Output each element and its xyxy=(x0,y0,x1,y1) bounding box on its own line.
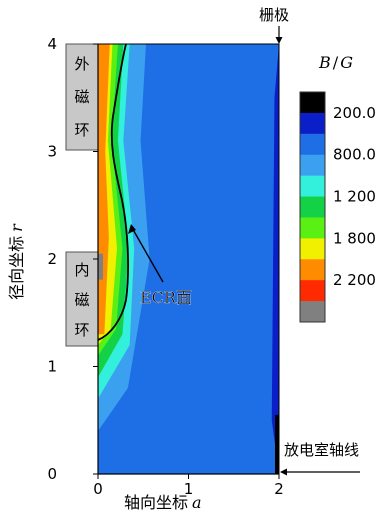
colorbar xyxy=(299,91,326,323)
colorbar-swatch-5 xyxy=(300,175,325,198)
ecr-label: ECR面 xyxy=(140,288,192,307)
contour-peak-patch xyxy=(98,253,103,280)
x-tick-label-1: 1 xyxy=(184,480,194,498)
discharge-axis-arrowhead xyxy=(280,468,287,476)
colorbar-label-2: 800.0 xyxy=(333,146,376,164)
y-tick-label-2: 2 xyxy=(47,250,57,268)
outer-ring-char-2: 磁 xyxy=(74,88,89,106)
ecr-contour-line xyxy=(97,43,129,341)
x-axis-ticks: 0 1 2 xyxy=(93,474,284,498)
x-tick-label-0: 0 xyxy=(93,480,103,498)
y-axis-title: 径向坐标r xyxy=(7,223,26,300)
grid-electrode-label: 栅极 xyxy=(259,6,289,24)
y-axis-ticks: 0 1 2 3 4 xyxy=(47,35,98,483)
y-tick-label-0: 0 xyxy=(47,465,57,483)
colorbar-swatch-3 xyxy=(300,133,325,156)
colorbar-label-3: 1 200 xyxy=(333,188,376,206)
colorbar-swatch-4 xyxy=(300,154,325,177)
outer-ring-char-3: 环 xyxy=(74,121,89,139)
colorbar-swatch-9 xyxy=(300,259,325,281)
contour-fill-layer xyxy=(98,44,279,474)
colorbar-label-1: 200.0 xyxy=(333,104,376,122)
outer-ring-char-1: 外 xyxy=(74,55,89,73)
inner-magnet-ring-box xyxy=(65,251,99,347)
colorbar-swatch-11 xyxy=(300,301,325,323)
x-tick-label-2: 2 xyxy=(274,480,284,498)
colorbar-swatch-8 xyxy=(300,238,325,260)
grid-electrode-arrowhead xyxy=(275,37,283,44)
y-tick-label-1: 1 xyxy=(47,358,57,376)
ecr-arrowhead xyxy=(128,224,136,234)
inner-ring-char-3: 环 xyxy=(74,321,89,339)
outer-magnet-ring-box xyxy=(65,43,99,151)
y-tick-label-3: 3 xyxy=(47,143,57,161)
ecr-pointer-line xyxy=(130,225,164,283)
colorbar-swatch-1 xyxy=(300,92,325,114)
contour-band-9 xyxy=(271,44,279,474)
x-axis-title: 轴向坐标 a xyxy=(124,493,202,512)
colorbar-frame xyxy=(299,91,326,323)
colorbar-swatch-7 xyxy=(300,217,325,239)
colorbar-label-4: 1 800 xyxy=(333,229,376,247)
discharge-axis-label: 放电室轴线 xyxy=(284,441,359,459)
colorbar-swatch-2 xyxy=(300,112,325,135)
inner-ring-char-2: 磁 xyxy=(74,291,89,309)
colorbar-label-5: 2 200 xyxy=(333,271,376,289)
contour-min-patch xyxy=(275,414,279,474)
colorbar-title: B / G xyxy=(318,53,353,72)
y-tick-label-4: 4 xyxy=(47,35,57,53)
colorbar-tick-labels: 200.0 800.0 1 200 1 800 2 200 xyxy=(333,104,376,289)
colorbar-swatch-6 xyxy=(300,196,325,218)
colorbar-swatch-10 xyxy=(300,280,325,302)
inner-ring-char-1: 内 xyxy=(74,261,89,279)
